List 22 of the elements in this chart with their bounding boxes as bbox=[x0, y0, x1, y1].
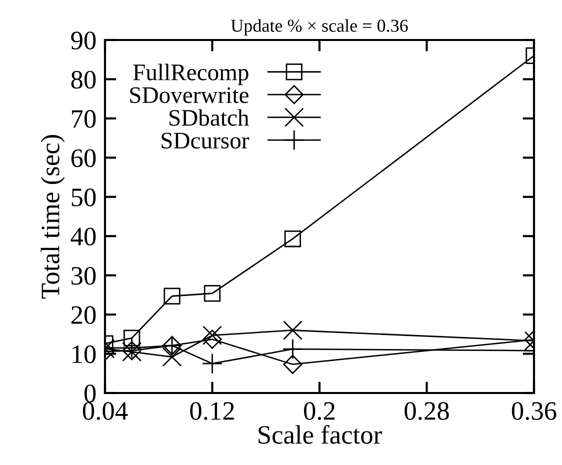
legend-label: SDoverwrite bbox=[130, 87, 248, 104]
y-tick-label: 60 bbox=[71, 149, 96, 168]
x-tick-label: 0.04 bbox=[82, 402, 128, 420]
y-tick-label: 80 bbox=[71, 70, 96, 89]
legend-label: SDbatch bbox=[170, 109, 249, 126]
y-tick-label: 10 bbox=[72, 345, 96, 364]
chart-title: Update % × scale = 0.36 bbox=[230, 19, 408, 36]
x-tick-label: 0.28 bbox=[404, 402, 449, 420]
x-tick-label: 0.12 bbox=[190, 402, 234, 420]
x-tick-label: 0.2 bbox=[304, 402, 335, 420]
y-axis-title: Total time (sec) bbox=[40, 135, 65, 299]
y-tick-label: 0 bbox=[84, 384, 96, 402]
y-tick-label: 20 bbox=[71, 306, 96, 324]
y-tick-label: 30 bbox=[72, 266, 96, 285]
y-tick-label: 40 bbox=[70, 228, 96, 246]
legend-label: FullRecomp bbox=[133, 64, 248, 86]
legend-label: SDcursor bbox=[162, 132, 250, 149]
y-tick-label: 90 bbox=[71, 32, 96, 50]
x-tick-label: 0.36 bbox=[512, 402, 556, 420]
y-tick-label: 50 bbox=[72, 188, 96, 206]
x-axis-title: Scale factor bbox=[258, 424, 382, 444]
y-tick-label: 70 bbox=[72, 110, 96, 128]
